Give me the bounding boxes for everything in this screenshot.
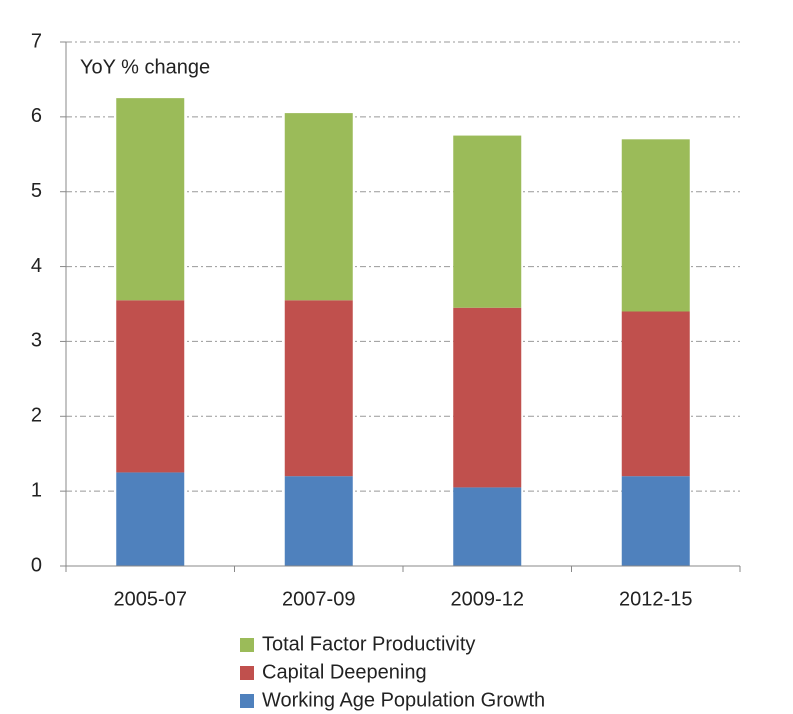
y-tick-label: 1 [31,479,42,501]
bar-segment [116,98,185,301]
bar-segment [284,476,353,566]
legend-label: Total Factor Productivity [262,633,475,655]
legend-swatch [240,666,254,680]
bar-segment [284,300,353,477]
x-tick-label: 2012-15 [619,588,692,610]
bar-segment [621,139,690,312]
legend-label: Capital Deepening [262,661,427,683]
bar-segment [453,135,522,308]
y-tick-label: 3 [31,330,42,352]
y-tick-label: 0 [31,554,42,576]
y-tick-label: 7 [31,30,42,52]
legend-label: Working Age Population Growth [262,689,545,711]
x-tick-label: 2005-07 [114,588,187,610]
y-tick-label: 4 [31,255,42,277]
annotation: YoY % change [80,56,210,78]
legend-swatch [240,694,254,708]
legend-swatch [240,638,254,652]
y-tick-label: 2 [31,405,42,427]
bar-segment [621,311,690,477]
y-tick-label: 5 [31,180,42,202]
bar-segment [453,307,522,488]
x-tick-label: 2007-09 [282,588,355,610]
bar-segment [453,487,522,566]
bar-segment [284,113,353,301]
x-tick-label: 2009-12 [451,588,524,610]
bar-segment [116,300,185,473]
bar-segment [116,472,185,566]
y-tick-label: 6 [31,105,42,127]
bar-segment [621,476,690,566]
